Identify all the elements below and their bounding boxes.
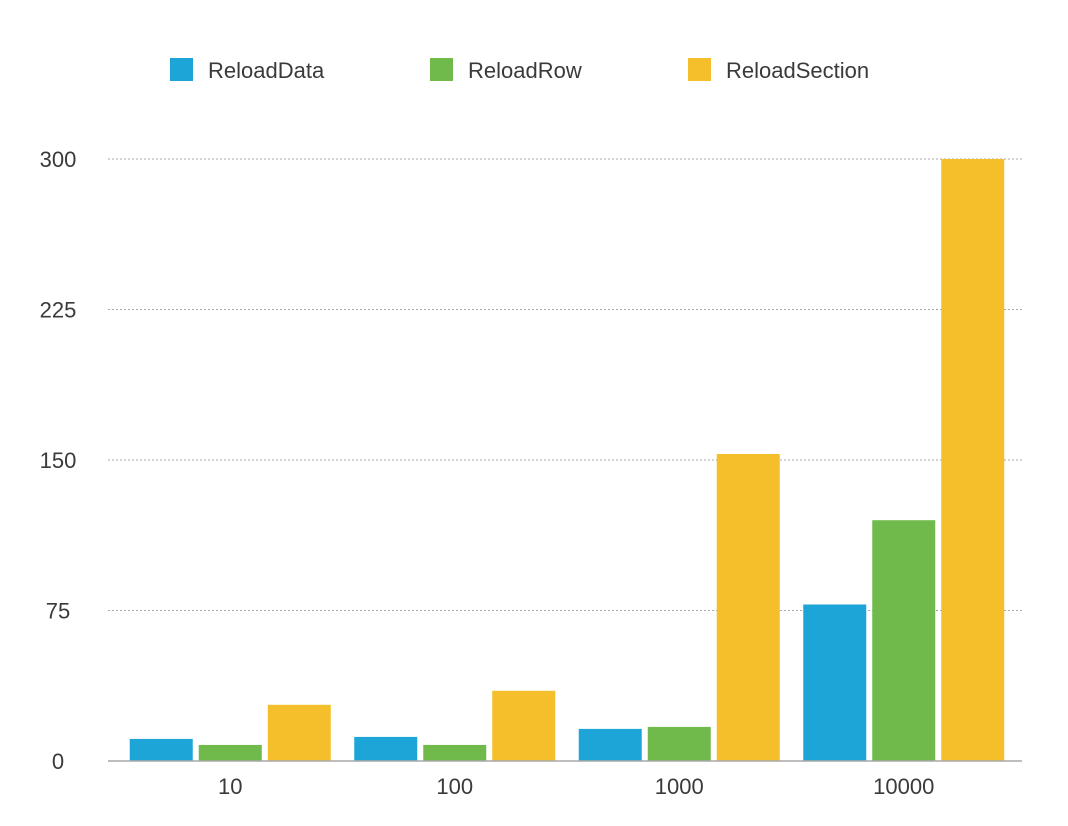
bar-reloaddata-10 bbox=[129, 738, 193, 761]
legend-swatch-reloaddata bbox=[170, 58, 193, 81]
legend-label-reloadrow: ReloadRow bbox=[468, 58, 582, 83]
gridlines bbox=[108, 158, 1022, 611]
legend-swatch-reloadsection bbox=[688, 58, 711, 81]
x-tick-label: 1000 bbox=[655, 774, 704, 799]
legend-swatch-reloadrow bbox=[430, 58, 453, 81]
y-tick-label: 0 bbox=[52, 749, 64, 774]
y-tick-label: 75 bbox=[46, 599, 70, 624]
bar-reloadrow-10000 bbox=[872, 520, 936, 761]
bar-reloaddata-10000 bbox=[803, 604, 867, 761]
bar-reloaddata-100 bbox=[354, 736, 418, 761]
x-tick-label: 10 bbox=[218, 774, 242, 799]
bar-reloadsection-10 bbox=[267, 704, 331, 761]
y-tick-label: 150 bbox=[40, 448, 77, 473]
legend-label-reloaddata: ReloadData bbox=[208, 58, 325, 83]
bar-reloadsection-1000 bbox=[716, 453, 780, 761]
x-tick-label: 10000 bbox=[873, 774, 934, 799]
bar-reloadsection-100 bbox=[492, 690, 556, 761]
legend-label-reloadsection: ReloadSection bbox=[726, 58, 869, 83]
legend: ReloadData ReloadRow ReloadSection bbox=[170, 58, 869, 83]
bar-reloadrow-100 bbox=[423, 744, 487, 761]
bar-reloadrow-1000 bbox=[647, 726, 711, 761]
x-axis-ticks: 10 100 1000 10000 bbox=[218, 774, 934, 799]
x-tick-label: 100 bbox=[436, 774, 473, 799]
bar-reloadsection-10000 bbox=[941, 159, 1005, 761]
y-axis-ticks: 0 75 150 225 300 bbox=[40, 147, 77, 774]
bars bbox=[129, 159, 1005, 761]
bar-reloadrow-10 bbox=[198, 744, 262, 761]
bar-reloaddata-1000 bbox=[578, 728, 642, 761]
y-tick-label: 225 bbox=[40, 298, 77, 323]
y-tick-label: 300 bbox=[40, 147, 77, 172]
